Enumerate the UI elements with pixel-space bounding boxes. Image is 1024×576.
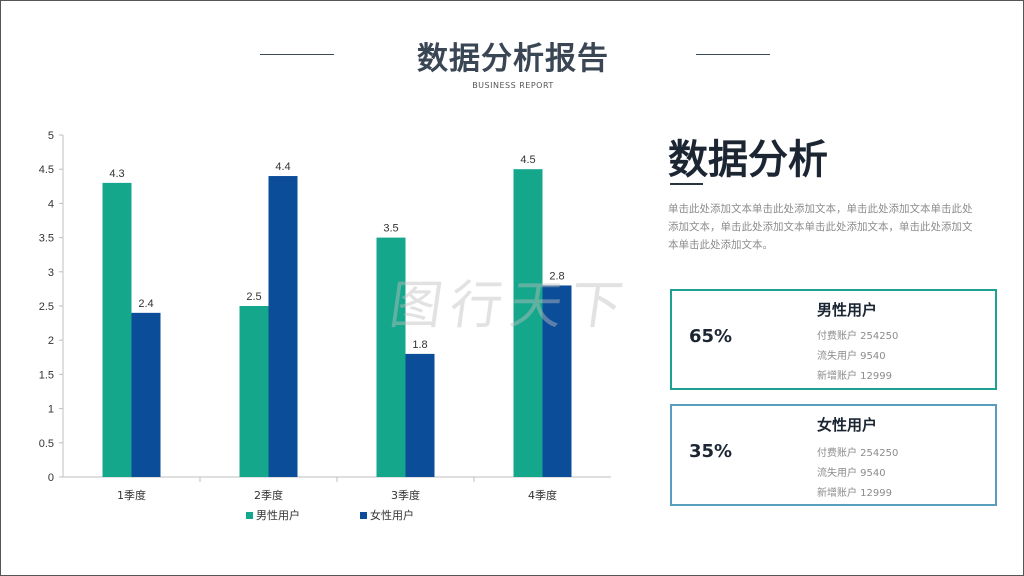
male-paid-accounts: 付费账户 254250 — [817, 331, 899, 342]
x-tick-label: 2季度 — [254, 488, 283, 502]
y-tick-label: 3 — [48, 267, 54, 279]
male-users-card: 65% 男性用户 付费账户 254250 流失用户 9540 新增账户 1299… — [670, 289, 997, 390]
y-tick-label: 4.5 — [39, 164, 54, 176]
y-tick-label: 0 — [48, 472, 54, 484]
legend-label: 男性用户 — [256, 508, 300, 522]
male-percent: 65% — [689, 326, 733, 347]
y-tick-label: 0.5 — [39, 438, 54, 450]
male-users-title: 男性用户 — [817, 301, 878, 319]
analysis-title: 数据分析 — [668, 137, 828, 183]
data-label: 2.8 — [549, 270, 564, 282]
legend-swatch — [246, 512, 253, 519]
y-tick-label: 3.5 — [39, 233, 54, 245]
bar — [405, 353, 435, 477]
data-label: 3.5 — [383, 223, 398, 235]
bar — [542, 285, 572, 477]
data-label: 4.5 — [520, 154, 535, 166]
x-tick-label: 3季度 — [391, 488, 420, 502]
data-label: 2.4 — [138, 298, 153, 310]
y-tick-label: 2 — [48, 335, 54, 347]
male-new-accounts: 新增账户 12999 — [817, 371, 892, 382]
data-label: 1.8 — [412, 339, 427, 351]
data-label: 2.5 — [246, 291, 261, 303]
bar-chart: 0 0.5 1 1.5 2 2.5 3 3.5 4 4.5 5 1季度 4.3 2.4 2季度 2.5 4.4 3… — [39, 130, 611, 522]
y-tick-label: 2.5 — [39, 301, 54, 313]
female-paid-accounts: 付费账户 254250 — [817, 448, 899, 459]
bar — [268, 176, 298, 477]
y-tick-label: 5 — [48, 130, 54, 142]
data-label: 4.4 — [275, 161, 290, 173]
bar — [239, 306, 269, 477]
bar — [102, 182, 132, 477]
female-new-accounts: 新增账户 12999 — [817, 488, 892, 499]
bar — [513, 169, 543, 477]
y-tick-label: 1 — [48, 404, 54, 416]
female-users-card: 35% 女性用户 付费账户 254250 流失用户 9540 新增账户 1299… — [670, 404, 997, 506]
legend-label: 女性用户 — [370, 508, 414, 522]
y-tick-label: 4 — [48, 198, 54, 210]
y-tick-label: 1.5 — [39, 369, 54, 381]
analysis-rule — [670, 183, 703, 185]
data-label: 4.3 — [109, 168, 124, 180]
watermark: 图行天下 — [386, 276, 635, 336]
female-percent: 35% — [689, 441, 733, 462]
x-tick-label: 1季度 — [117, 488, 146, 502]
page-title: 数据分析报告 — [417, 41, 609, 77]
title-rule-left — [260, 54, 334, 55]
x-tick-label: 4季度 — [528, 488, 557, 502]
page-subtitle: BUSINESS REPORT — [472, 81, 554, 90]
legend-swatch — [360, 512, 367, 519]
title-rule-right — [696, 54, 770, 55]
female-users-title: 女性用户 — [817, 416, 878, 434]
male-churned-users: 流失用户 9540 — [817, 351, 886, 362]
bar — [131, 312, 161, 477]
female-churned-users: 流失用户 9540 — [817, 468, 886, 479]
bar — [376, 237, 406, 477]
analysis-body: 单击此处添加文本单击此处添加文本，单击此处添加文本单击此处添加文本，单击此处添加… — [668, 203, 973, 251]
